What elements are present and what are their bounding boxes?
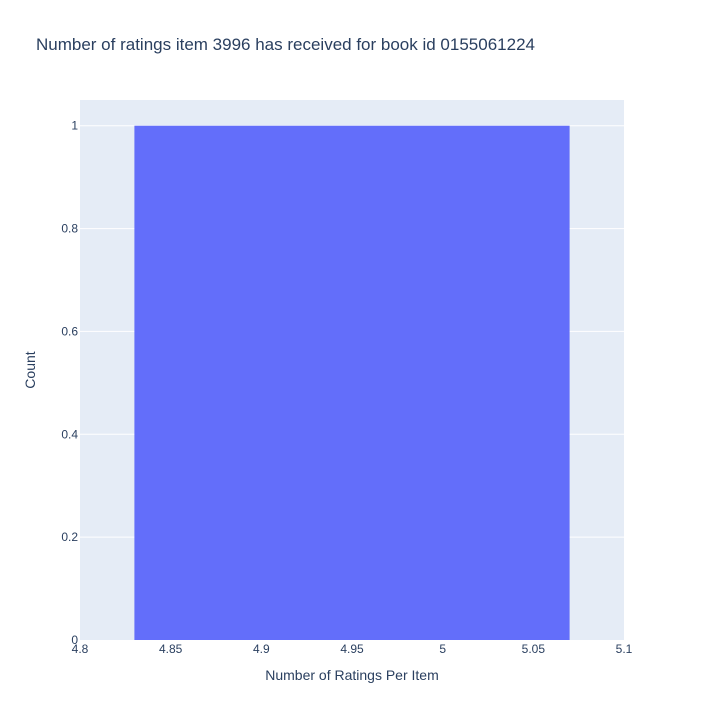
x-tick-label: 4.9	[253, 642, 270, 656]
chart-title: Number of ratings item 3996 has received…	[36, 35, 535, 54]
y-tick-label: 0.6	[61, 324, 78, 338]
y-tick-label: 0.8	[61, 222, 78, 236]
x-axis-label: Number of Ratings Per Item	[265, 667, 439, 683]
y-tick-label: 1	[71, 119, 78, 133]
x-tick-label: 4.85	[159, 642, 183, 656]
y-tick-label: 0.2	[61, 530, 78, 544]
y-tick-label: 0.4	[61, 427, 78, 441]
bars	[134, 125, 570, 640]
x-tick-label: 5	[439, 642, 446, 656]
x-tick-label: 4.95	[340, 642, 364, 656]
y-axis-label: Count	[22, 351, 38, 388]
x-tick-label: 5.1	[616, 642, 633, 656]
y-tick-labels: 0 0.2 0.4 0.6 0.8 1	[61, 119, 78, 647]
y-tick-label: 0	[71, 633, 78, 647]
x-tick-label: 4.8	[72, 642, 89, 656]
histogram-bar[interactable]	[134, 125, 570, 640]
x-tick-labels: 4.8 4.85 4.9 4.95 5 5.05 5.1	[72, 642, 633, 656]
x-tick-label: 5.05	[522, 642, 546, 656]
